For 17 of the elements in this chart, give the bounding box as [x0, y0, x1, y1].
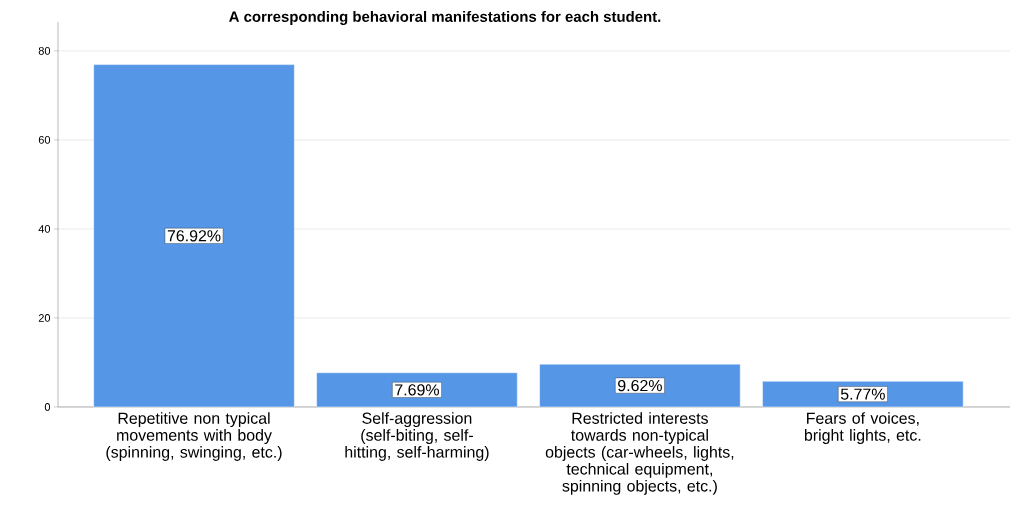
data-label: 5.77% — [840, 388, 885, 400]
y-tick-label: 0 — [44, 403, 51, 411]
y-tick-label: 40 — [38, 225, 51, 233]
x-tick-label: Repetitive non typical movements with body (spinning, swinging, etc.) — [106, 412, 282, 461]
data-label: 9.62% — [618, 379, 662, 392]
x-tick-label: Restricted interests towards non-typical objects (car-wheels, lights, technical equipment, spinning objects, etc.) — [545, 412, 734, 495]
data-label: 7.69% — [395, 384, 439, 396]
x-tick-label: Self-aggression (self-biting, self-hitting, self-harming) — [345, 412, 489, 461]
y-tick-label: 20 — [38, 314, 51, 322]
bar — [316, 372, 518, 408]
x-tick-label: Fears of voices, bright lights, etc. — [804, 412, 921, 444]
y-tick-label: 60 — [38, 136, 51, 144]
y-tick-label: 80 — [38, 47, 51, 55]
chart-title: A corresponding behavioral manifestations for each student. — [229, 10, 661, 25]
bar — [539, 363, 741, 408]
bar — [93, 64, 295, 408]
data-label: 76.92% — [167, 230, 221, 242]
